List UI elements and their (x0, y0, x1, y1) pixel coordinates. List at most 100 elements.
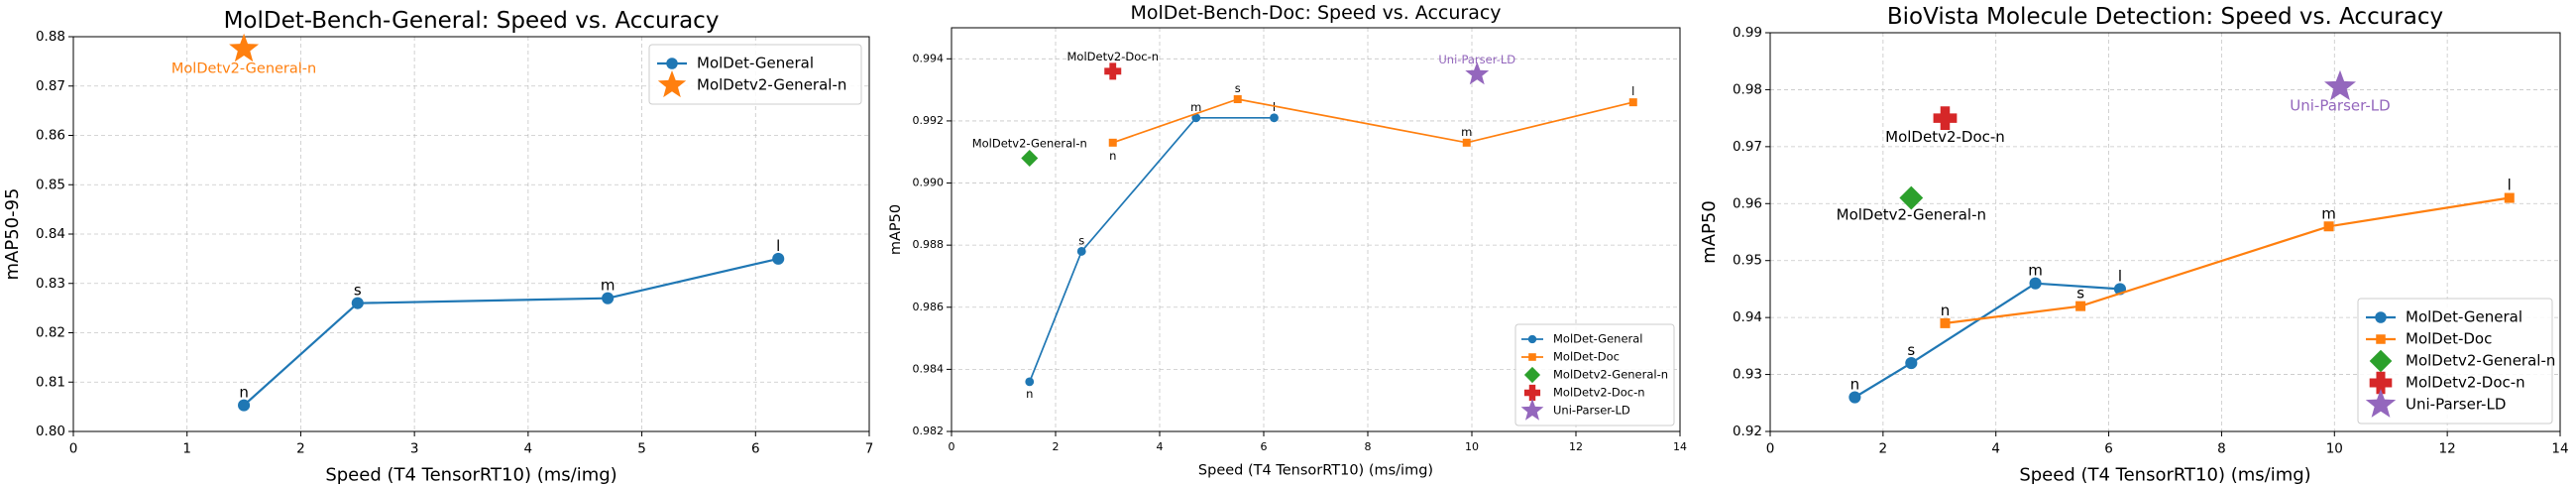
x-tick-label: 1 (182, 441, 191, 457)
annotation-label: MolDetv2-Doc-n (1066, 50, 1159, 63)
y-tick-label: 0.982 (913, 425, 945, 437)
x-tick-label: 6 (751, 441, 760, 457)
y-tick-label: 0.986 (913, 301, 945, 313)
x-tick-label: 10 (2326, 441, 2343, 457)
legend-entry: MolDet-General (2406, 308, 2522, 326)
y-tick-label: 0.984 (913, 362, 945, 375)
data-point (772, 252, 785, 265)
point-label: n (1109, 149, 1116, 163)
point-label: m (2028, 262, 2043, 280)
data-point (602, 292, 615, 304)
x-tick-label: 6 (1261, 440, 1268, 453)
y-axis-label: mAP50 (1699, 200, 1720, 264)
data-point (2323, 221, 2334, 232)
point-label: l (1631, 84, 1634, 98)
y-tick-label: 0.88 (36, 29, 65, 45)
series-line (1945, 196, 2510, 324)
data-point (2029, 277, 2042, 290)
point-label: n (1026, 387, 1033, 401)
x-tick-label: 0 (949, 440, 955, 453)
series-line (1112, 98, 1634, 144)
x-tick-label: 2 (296, 441, 305, 457)
y-tick-label: 0.96 (1733, 195, 1762, 211)
x-axis-label: Speed (T4 TensorRT10) (ms/img) (325, 465, 616, 486)
annotation-label: MolDetv2-General-n (1837, 206, 1986, 224)
legend-entry: Uni-Parser-LD (2406, 396, 2506, 414)
legend-marker (666, 58, 678, 69)
plot-frame (1769, 32, 2561, 432)
x-tick-label: 10 (1465, 440, 1479, 453)
annotation-label: Uni-Parser-LD (2290, 97, 2390, 115)
x-tick-label: 0 (69, 441, 78, 457)
y-axis-label: mAP50-95 (2, 187, 23, 280)
y-tick-label: 0.99 (1733, 25, 1762, 41)
series-MolDetv2-General-n: MolDetv2-General-n (171, 33, 316, 76)
data-point (1933, 106, 1958, 131)
point-label: l (776, 237, 780, 255)
y-tick-label: 0.994 (913, 52, 945, 64)
y-axis-label: mAP50 (888, 204, 904, 255)
data-point (1076, 247, 1086, 256)
legend-entry: MolDetv2-Doc-n (2406, 374, 2525, 392)
series-MolDetv2-General-n: MolDetv2-General-n (972, 136, 1087, 167)
point-label: n (1941, 302, 1951, 319)
legend-marker (1528, 353, 1536, 361)
x-axis-label: Speed (T4 TensorRT10) (ms/img) (1198, 463, 1433, 479)
x-tick-label: 12 (2439, 441, 2456, 457)
data-point (1905, 357, 1918, 370)
point-label: l (2118, 267, 2122, 285)
x-tick-label: 8 (2217, 441, 2226, 457)
annotation-label: Uni-Parser-LD (1438, 53, 1515, 66)
y-tick-label: 0.82 (36, 325, 65, 341)
series-line (1853, 282, 2121, 399)
data-point (1104, 62, 1122, 80)
series-MolDet-Doc: n s m l (1940, 177, 2515, 328)
y-tick-label: 0.85 (36, 177, 65, 192)
x-tick-label: 2 (1879, 441, 1888, 457)
legend-entry: MolDet-General (1553, 332, 1642, 346)
x-tick-label: 5 (637, 441, 646, 457)
plot-frame (72, 36, 870, 432)
y-tick-label: 0.992 (913, 114, 945, 127)
legend-marker (1527, 334, 1537, 344)
annotation-label: MolDetv2-General-n (972, 136, 1087, 150)
legend-box (2357, 298, 2553, 425)
x-tick-label: 6 (2104, 441, 2113, 457)
legend-marker (2375, 311, 2387, 323)
y-tick-label: 0.93 (1733, 367, 1762, 383)
point-label: l (2508, 177, 2512, 194)
y-tick-label: 0.990 (913, 177, 945, 189)
legend-entry: MolDetv2-Doc-n (1553, 386, 1645, 400)
legend-marker (1523, 384, 1541, 402)
x-tick-label: 12 (1569, 440, 1583, 453)
point-label: n (1850, 376, 1860, 394)
chart-title: MolDet-Bench-Doc: Speed vs. Accuracy (1130, 2, 1501, 24)
legend-entry: MolDet-General (697, 55, 814, 72)
chart-panel-3: 0 2 4 6 8 10 12 14 0.92 0.93 0.94 0.95 0.96 0.97 0.98 0… (1699, 4, 2569, 486)
y-tick-label: 0.98 (1733, 81, 1762, 97)
data-point (1233, 95, 1242, 104)
x-tick-label: 0 (1766, 441, 1775, 457)
legend-box (1514, 323, 1675, 426)
point-label: m (1461, 125, 1472, 139)
chart-panel-1: 0 1 2 3 4 5 6 7 0.80 0.81 0.82 0.83 0.84 0.85 0.86 0.87… (2, 8, 873, 486)
data-point (1940, 317, 1951, 328)
point-label: m (1190, 100, 1201, 114)
point-label: s (354, 282, 362, 300)
legend-marker (1520, 399, 1544, 421)
series-MolDet-Doc: n s m l (1108, 81, 1637, 163)
series-Uni-Parser-LD: Uni-Parser-LD (1438, 53, 1515, 85)
data-point (1021, 149, 1039, 167)
y-tick-label: 0.81 (36, 374, 65, 390)
legend: MolDet-General MolDet-Doc MolDetv2-General… (1514, 323, 1675, 426)
plot-frame (951, 27, 1681, 432)
legend: MolDet-General MolDetv2-General-n (648, 44, 862, 105)
legend-marker (2376, 334, 2386, 344)
y-tick-label: 0.95 (1733, 253, 1762, 269)
data-point (1462, 138, 1471, 147)
data-point (238, 399, 251, 412)
y-tick-label: 0.87 (36, 78, 65, 94)
x-tick-label: 14 (2551, 441, 2568, 457)
legend-marker (2369, 349, 2393, 373)
data-point (1108, 138, 1117, 147)
